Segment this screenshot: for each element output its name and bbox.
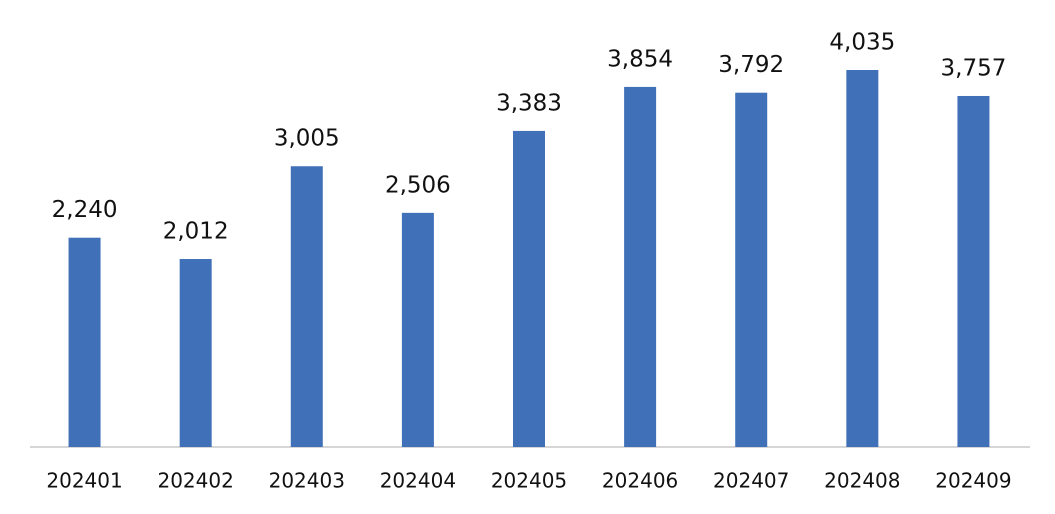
value-label: 3,383 — [496, 90, 562, 116]
value-label: 2,506 — [385, 172, 451, 198]
bar — [735, 92, 768, 447]
x-tick-label: 202404 — [380, 469, 456, 493]
bar — [68, 237, 101, 447]
value-label: 2,240 — [52, 197, 118, 223]
x-tick-label: 202407 — [713, 469, 789, 493]
bar — [513, 130, 545, 447]
bar — [401, 212, 434, 447]
bar — [957, 95, 990, 447]
bar — [179, 259, 212, 447]
value-label: 4,035 — [829, 30, 895, 56]
value-label: 3,792 — [718, 52, 784, 78]
bar — [290, 166, 323, 447]
x-tick-label: 202409 — [935, 469, 1011, 493]
x-tick-label: 202403 — [269, 469, 345, 493]
bar — [846, 70, 879, 447]
x-tick-label: 202402 — [157, 469, 233, 493]
x-tick-label: 202405 — [491, 469, 567, 493]
bar — [624, 86, 657, 447]
value-label: 3,005 — [274, 126, 340, 152]
value-label: 3,757 — [941, 55, 1007, 81]
x-tick-label: 202406 — [602, 469, 678, 493]
value-label: 3,854 — [607, 46, 673, 72]
x-tick-label: 202401 — [46, 469, 122, 493]
x-tick-label: 202408 — [824, 469, 900, 493]
value-label: 2,012 — [163, 219, 229, 245]
